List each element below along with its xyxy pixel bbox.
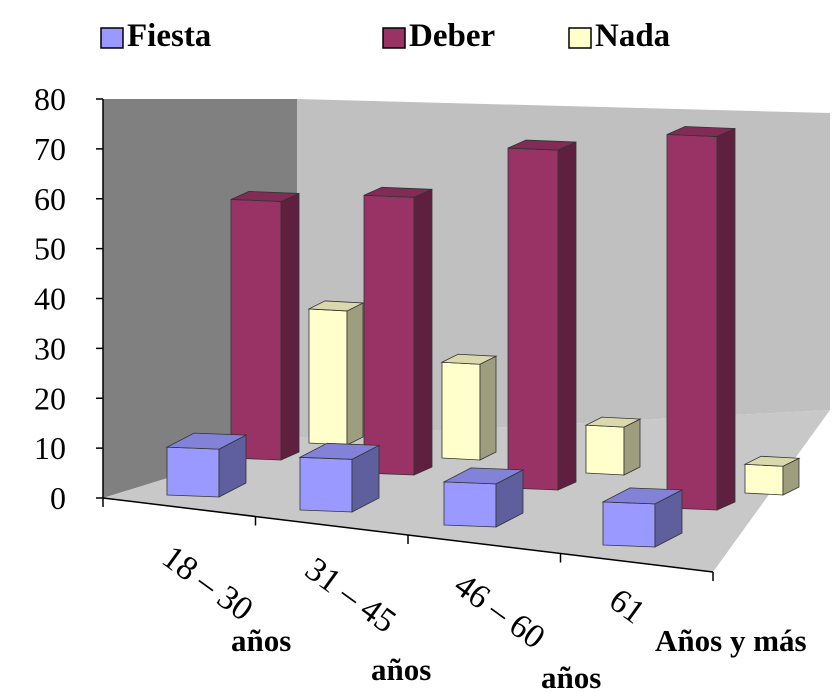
x-category-label: 46 – 60 (447, 567, 551, 657)
bar-fiesta-2 (298, 442, 381, 513)
y-tick-label: 10 (34, 430, 66, 466)
y-axis-ticks: 0 10 20 30 40 50 60 70 80 (34, 81, 103, 516)
legend-item-nada: Nada (568, 18, 670, 54)
x-category-sublabel: años (541, 660, 601, 693)
y-tick-label: 60 (34, 181, 66, 217)
bar-nada-3 (584, 416, 642, 476)
y-tick-label: 0 (50, 480, 66, 516)
bar-nada-2 (440, 353, 498, 461)
bar-deber-1 (230, 191, 300, 461)
legend-label: Fiesta (127, 18, 211, 54)
bar-fiesta-1 (165, 432, 248, 498)
bar-nada-4 (743, 455, 801, 496)
bar-deber-3 (507, 139, 577, 491)
bar-nada-1 (307, 300, 365, 446)
legend-item-fiesta: Fiesta (100, 18, 211, 54)
x-axis-ticks (102, 498, 714, 581)
legend-item-deber: Deber (382, 18, 495, 54)
bar-fiesta-4 (601, 487, 684, 548)
legend-swatch (382, 27, 406, 49)
x-category-label: 61 (602, 582, 651, 632)
y-tick-label: 50 (34, 231, 66, 267)
x-category-sublabel: años (371, 652, 431, 687)
y-tick-label: 70 (34, 131, 66, 167)
y-tick-label: 30 (34, 330, 66, 366)
x-category-label: 31 – 45 (298, 551, 402, 641)
x-category-sublabel: años (231, 623, 291, 658)
bar-fiesta-3 (442, 467, 525, 528)
legend-label: Deber (409, 18, 495, 54)
bars (165, 126, 801, 548)
legend-swatch (568, 27, 592, 49)
x-category-sublabel: Años y más (655, 623, 807, 658)
legend-label: Nada (595, 18, 670, 54)
y-tick-label: 80 (34, 81, 66, 117)
y-tick-label: 40 (34, 281, 66, 317)
y-tick-label: 20 (34, 380, 66, 416)
legend-swatch (100, 27, 124, 49)
x-category-label: 18 – 30 (155, 539, 259, 629)
legend: Fiesta Deber Nada (100, 18, 670, 54)
bar-deber-2 (363, 186, 433, 476)
bar-deber-4 (666, 126, 736, 511)
